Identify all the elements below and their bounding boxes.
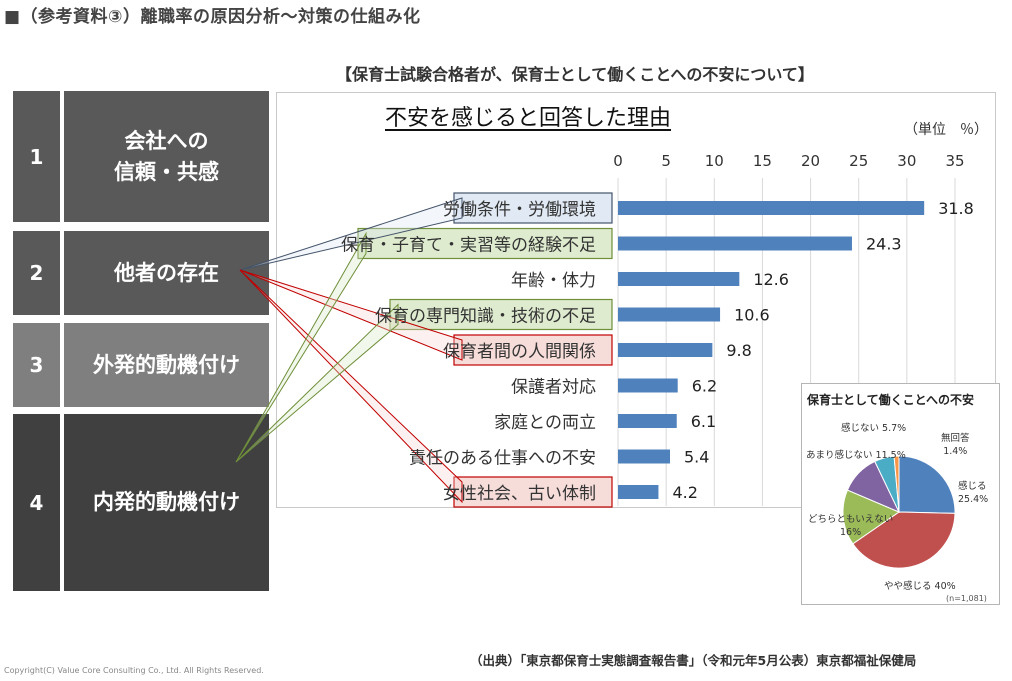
x-tick-label-25: 25: [849, 152, 868, 170]
category-highlight-1: [357, 227, 613, 260]
survey-heading: 【保育士試験合格者が、保育士として働くことへの不安について】: [336, 65, 814, 84]
category-label-7: 責任のある仕事への不安: [409, 449, 596, 469]
category-highlight-8: [453, 476, 613, 508]
bar-value-label-2: 12.6: [753, 270, 789, 289]
category-number-3: 3: [13, 323, 60, 407]
category-highlight-3: [389, 298, 613, 331]
category-label-4: 内発的動機付け: [64, 414, 269, 591]
bar-6: [618, 414, 677, 428]
bar-1: [618, 236, 852, 251]
copyright-notice: Copyright(C) Value Core Consulting Co., …: [4, 666, 264, 675]
connector-c4-0: [235, 231, 367, 463]
pie-label-yaya-value: 40%: [934, 581, 956, 592]
pie-label-dochira-value: 16%: [840, 526, 862, 538]
pie-label-dochira: どちらともいえない 16%: [808, 514, 893, 540]
x-tick-label-0: 0: [613, 152, 623, 170]
category-label-4: 保育者間の人間関係: [443, 342, 596, 362]
pie-label-amari-value: 11.5%: [875, 450, 906, 461]
bar-0: [618, 201, 925, 215]
category-label-1: 保育・子育て・実習等の経験不足: [341, 236, 596, 256]
pie-label-amari-name: あまり感じない: [806, 450, 873, 461]
bar-value-label-8: 4.2: [672, 483, 697, 502]
category-number-1: 1: [13, 91, 60, 222]
x-tick-label-15: 15: [753, 152, 772, 170]
pie-label-dochira-name: どちらともいえない: [808, 514, 894, 525]
pie-label-mukaitou-name: 無回答: [941, 433, 970, 444]
connector-c2-c: [239, 269, 463, 504]
pie-label-kanjinai: 感じない 5.7%: [841, 423, 906, 436]
pie-slice-0: [898, 455, 956, 514]
category-label-8: 女性社会、古い体制: [443, 484, 596, 504]
bar-2: [618, 272, 740, 286]
bar-value-label-6: 6.1: [691, 412, 716, 431]
pie-slice-2: [842, 489, 901, 545]
pie-label-kanjinai-name: 感じない: [841, 423, 880, 434]
bar-chart-unit: （単位 ％）: [904, 122, 988, 138]
category-number-2: 2: [13, 231, 60, 315]
pie-label-kanjiru-value: 25.4%: [958, 493, 989, 505]
category-label-5: 保護者対応: [511, 378, 596, 398]
connector-c4-1: [235, 303, 399, 463]
bar-value-label-4: 9.8: [726, 341, 751, 360]
pie-label-yaya-name: やや感じる: [884, 581, 932, 592]
source-citation: （出典）｢東京都保育士実態調査報告書｣（令和元年5月公表）東京都福祉保健局: [470, 653, 917, 668]
x-tick-label-10: 10: [705, 152, 724, 170]
pie-chart-title: 保育士として働くことへの不安: [807, 393, 975, 407]
category-label-2: 他者の存在: [64, 231, 269, 315]
bar-value-label-3: 10.6: [734, 306, 770, 325]
bar-value-label-0: 31.8: [938, 199, 974, 218]
category-label-1: 会社への 信頼・共感: [64, 91, 269, 222]
x-tick-label-20: 20: [801, 152, 820, 170]
pie-label-kanjinai-value: 5.7%: [882, 423, 907, 434]
connector-c2-a: [239, 197, 463, 271]
pie-label-yaya: やや感じる 40%: [884, 581, 956, 594]
category-label-0: 労働条件・労働環境: [443, 200, 596, 220]
x-tick-label-5: 5: [661, 152, 671, 170]
bar-chart-title: 不安を感じると回答した理由: [385, 106, 672, 131]
pie-label-mukaitou: 無回答 1.4%: [941, 433, 970, 459]
connector-c2-b: [239, 269, 463, 361]
bar-3: [618, 307, 721, 322]
bar-value-label-7: 5.4: [684, 448, 709, 467]
bar-5: [618, 378, 678, 393]
category-number-4: 4: [13, 414, 60, 591]
category-label-2: 年齢・体力: [511, 271, 596, 291]
pie-label-mukaitou-value: 1.4%: [943, 445, 968, 457]
category-highlight-4: [453, 334, 613, 366]
bar-8: [618, 485, 659, 499]
bar-value-label-1: 24.3: [866, 235, 902, 254]
category-highlight-0: [453, 192, 613, 224]
bar-value-label-5: 6.2: [692, 377, 717, 396]
category-label-3: 外発的動機付け: [64, 323, 269, 407]
x-tick-label-35: 35: [945, 152, 964, 170]
category-label-3: 保育の専門知識・技術の不足: [375, 307, 596, 327]
pie-sample-size: (n=1,081): [946, 594, 987, 603]
bar-4: [618, 343, 713, 357]
pie-label-kanjiru-name: 感じる: [958, 481, 987, 492]
x-tick-label-30: 30: [897, 152, 916, 170]
bar-7: [618, 449, 670, 464]
category-label-6: 家庭との両立: [494, 413, 596, 433]
page-title: ■（参考資料③）離職率の原因分析～対策の仕組み化: [4, 7, 421, 27]
pie-slice-5: [893, 455, 900, 513]
pie-label-kanjiru: 感じる 25.4%: [958, 481, 988, 507]
pie-label-amari: あまり感じない 11.5%: [806, 450, 906, 463]
pie-slice-1: [852, 511, 956, 569]
